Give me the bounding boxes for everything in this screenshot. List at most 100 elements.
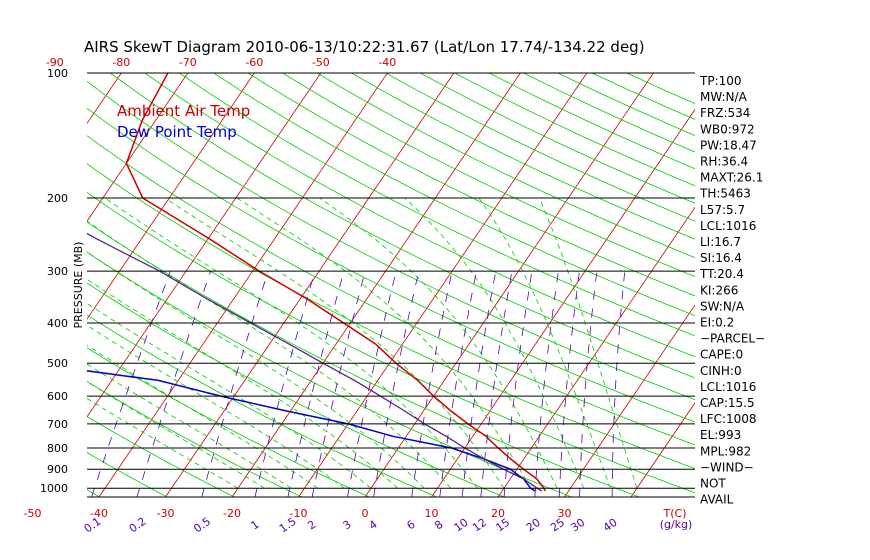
mixing-ratio-line xyxy=(534,271,559,497)
dry-adiabat-line xyxy=(420,73,695,204)
chart-title: AIRS SkewT Diagram 2010-06-13/10:22:31.6… xyxy=(84,38,645,56)
dry-adiabat-line xyxy=(87,135,695,446)
pressure-tick-label: 400 xyxy=(47,317,68,330)
moist-adiabat-line xyxy=(478,197,611,489)
index-item: MAXT:26.1 xyxy=(700,171,763,185)
mixing-ratio-line xyxy=(439,271,477,497)
top-temp-tick-label: -90 xyxy=(46,56,64,69)
mixing-ratio-tick-label: 8 xyxy=(432,518,445,533)
mixing-ratio-tick-label: 0.2 xyxy=(127,515,149,536)
dry-adiabat-line xyxy=(87,163,695,469)
mixing-ratio-tick-label: 1 xyxy=(248,518,261,533)
mixing-ratio-line xyxy=(136,270,212,497)
mixing-ratio-tick-label: 10 xyxy=(452,516,471,535)
pressure-tick-label: 100 xyxy=(47,67,68,80)
mixing-ratio-line xyxy=(411,271,453,497)
index-item: AVAIL xyxy=(700,493,734,507)
index-item: PW:18.47 xyxy=(700,138,757,152)
index-item: CAP:15.5 xyxy=(700,396,755,410)
mixing-ratio-unit-label: (g/kg) xyxy=(660,518,693,531)
pressure-tick-label: 800 xyxy=(47,442,68,455)
pressure-tick-label: 700 xyxy=(47,418,68,431)
bottom-temp-tick-label: 10 xyxy=(425,507,439,520)
dry-adiabat-line xyxy=(316,73,695,259)
dry-adiabat-line xyxy=(351,73,695,240)
dry-adiabat-line xyxy=(87,314,437,497)
top-temp-tick-label: -50 xyxy=(312,56,330,69)
dry-adiabat-line xyxy=(626,73,695,105)
moist-adiabat-line xyxy=(319,197,558,489)
dry-adiabat-line xyxy=(213,73,695,317)
isotherm-line xyxy=(231,73,521,497)
dry-adiabat-line xyxy=(87,416,235,497)
dry-adiabat-line xyxy=(488,73,695,170)
index-item: KI:266 xyxy=(700,283,738,297)
legend-entry: Ambient Air Temp xyxy=(117,102,250,120)
dry-adiabat-line xyxy=(282,73,695,277)
index-item: LI:16.7 xyxy=(700,235,741,249)
axes: 1002003004005006007008009001000PRESSURE … xyxy=(0,56,695,535)
index-item: CAPE:0 xyxy=(700,348,743,362)
mixing-ratio-tick-label: 12 xyxy=(470,516,489,535)
pressure-tick-label: 300 xyxy=(47,265,68,278)
bottom-temp-tick-label: -40 xyxy=(90,507,108,520)
mixing-ratio-tick-label: 20 xyxy=(524,516,543,535)
index-item: EL:993 xyxy=(700,428,741,442)
moist-adiabat-line xyxy=(87,398,239,489)
mixing-ratio-line xyxy=(311,270,366,497)
moist-adiabat-line xyxy=(164,197,505,489)
index-item: MPL:982 xyxy=(700,444,751,458)
dry-adiabat-line xyxy=(385,73,695,222)
mixing-ratio-line xyxy=(347,271,397,497)
index-panel: TP:100 MW:N/A FRZ:534 WB0:972 PW:18.47 RH:36.… xyxy=(699,74,765,507)
dry-adiabat-line xyxy=(247,73,695,297)
mixing-ratio-tick-label: 0.5 xyxy=(191,515,213,536)
y-axis-label: PRESSURE (MB) xyxy=(72,242,85,329)
isotherm-line xyxy=(87,73,189,222)
dry-adiabat-line xyxy=(87,282,505,497)
isotherm-line xyxy=(298,73,588,497)
bottom-temp-tick-label: 0 xyxy=(362,507,369,520)
index-item: WB0:972 xyxy=(700,122,755,136)
dry-adiabat-line xyxy=(87,80,695,401)
top-temp-tick-label: -40 xyxy=(378,56,396,69)
data-series xyxy=(87,73,546,492)
bottom-temp-tick-label: -30 xyxy=(157,507,175,520)
mixing-ratio-tick-label: 4 xyxy=(366,518,379,533)
index-item: SI:16.4 xyxy=(700,251,742,265)
isotherm-line xyxy=(564,304,695,497)
top-temp-tick-label: -100 xyxy=(0,56,1,69)
mixing-ratio-line xyxy=(611,271,626,497)
mixing-ratio-line xyxy=(201,270,269,497)
index-item: LCL:1016 xyxy=(700,219,756,233)
dry-adiabat-line xyxy=(144,73,695,358)
index-item: SW:N/A xyxy=(700,299,745,313)
index-item: CINH:0 xyxy=(700,364,742,378)
pressure-tick-label: 200 xyxy=(47,192,68,205)
mixing-ratio-line xyxy=(480,271,513,497)
isotherm-line xyxy=(87,73,255,320)
isotherm-line xyxy=(630,402,695,497)
index-item: TH:5463 xyxy=(699,187,751,201)
dry-adiabat-line xyxy=(87,347,370,497)
index-item: RH:36.4 xyxy=(700,155,748,169)
moist-adiabat-line xyxy=(538,197,638,489)
dewpoint-line xyxy=(87,370,536,492)
parcel-line xyxy=(87,232,543,492)
mixing-ratio-line xyxy=(254,270,316,497)
moist-adiabat-line xyxy=(87,381,265,489)
dry-adiabat-line xyxy=(179,73,695,337)
top-temp-tick-label: -80 xyxy=(112,56,130,69)
pressure-tick-label: 600 xyxy=(47,390,68,403)
bottom-temp-tick-label: -20 xyxy=(223,507,241,520)
mixing-ratio-line xyxy=(579,271,598,497)
bottom-temp-unit-label: T(C) xyxy=(663,507,687,520)
isotherm-line xyxy=(764,73,870,497)
pressure-tick-label: 1000 xyxy=(40,482,68,495)
top-temp-tick-label: -70 xyxy=(179,56,197,69)
isotherm-line xyxy=(87,73,122,125)
dry-adiabat-line xyxy=(454,73,695,187)
mixing-ratio-line xyxy=(373,271,420,497)
temperature-line xyxy=(125,73,546,492)
